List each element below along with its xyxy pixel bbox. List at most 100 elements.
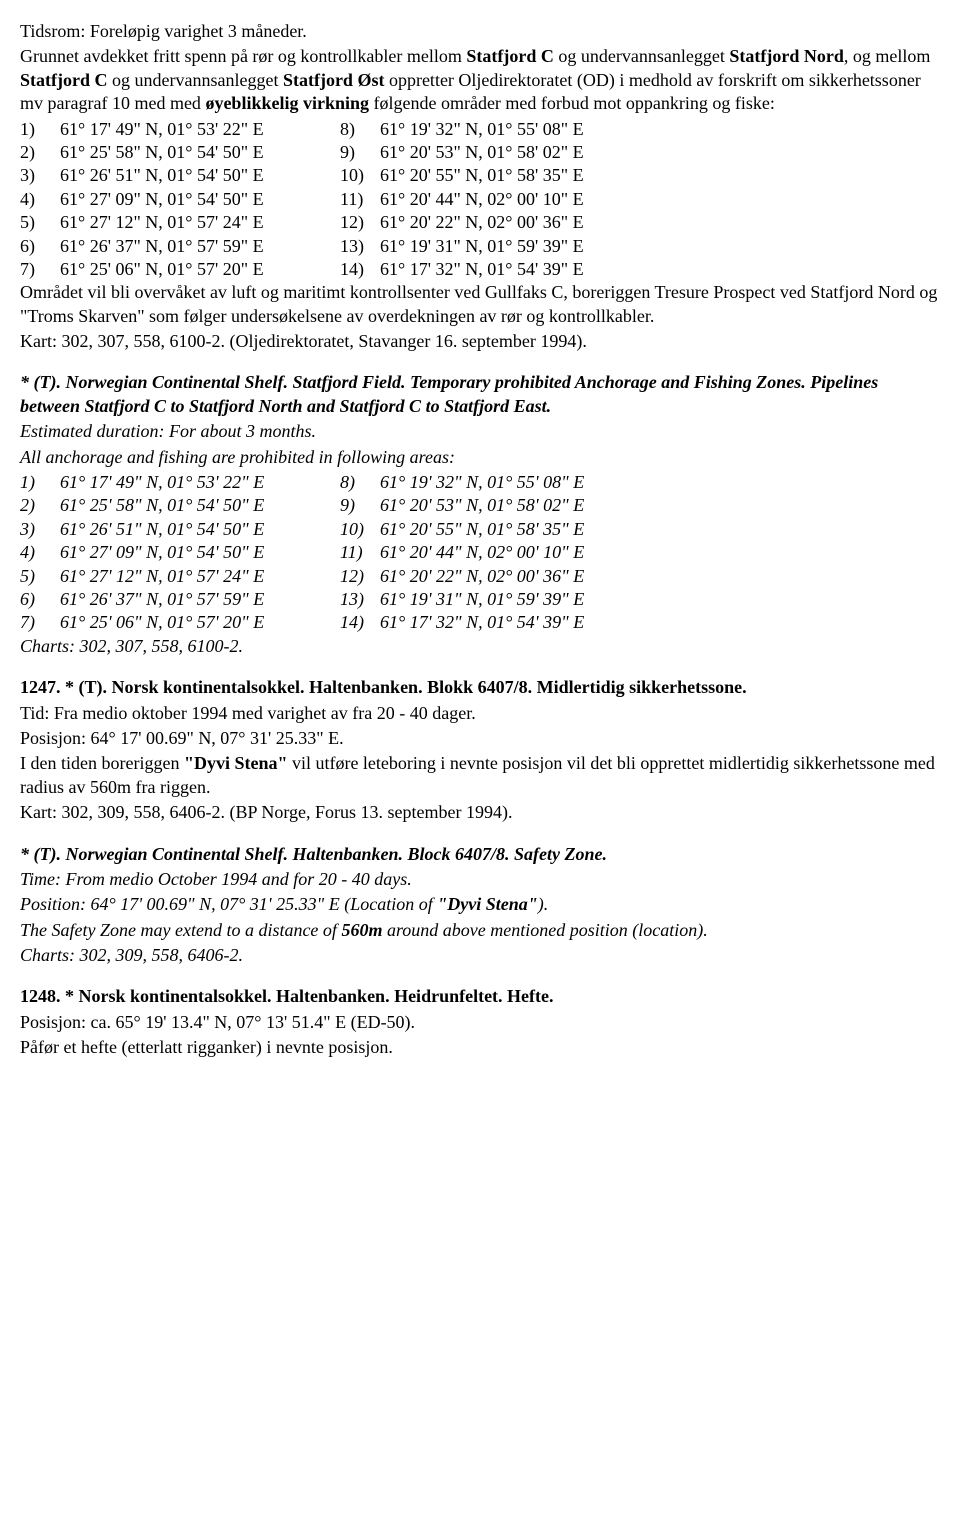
coord-index: 9)	[340, 494, 380, 517]
n1248-pafor: Påfør et hefte (etterlatt rigganker) i n…	[20, 1036, 940, 1059]
n1247-tid: Tid: Fra medio oktober 1994 med varighet…	[20, 702, 940, 725]
coord-index: 1)	[20, 471, 60, 494]
coord-index: 5)	[20, 565, 60, 588]
coord-index: 3)	[20, 164, 60, 187]
coord-value: 61° 20' 53" N, 01° 58' 02" E	[380, 141, 940, 164]
n1247-kart: Kart: 302, 309, 558, 6406-2. (BP Norge, …	[20, 801, 940, 824]
dyvi-stena-en: "Dyvi Stena"	[437, 894, 537, 914]
coord-index: 4)	[20, 188, 60, 211]
coord-index: 10)	[340, 164, 380, 187]
coord-value: 61° 17' 32" N, 01° 54' 39" E	[380, 611, 940, 634]
coord-value: 61° 25' 06" N, 01° 57' 20" E	[60, 611, 340, 634]
coord-value: 61° 27' 09" N, 01° 54' 50" E	[60, 188, 340, 211]
omradet-text: Området vil bli overvåket av luft og mar…	[20, 281, 940, 328]
coord-index: 8)	[340, 471, 380, 494]
coord-row: 7)61° 25' 06" N, 01° 57' 20" E14)61° 17'…	[20, 611, 940, 634]
tidsrom-text: Tidsrom: Foreløpig varighet 3 måneder.	[20, 20, 940, 43]
coord-row: 5)61° 27' 12" N, 01° 57' 24" E12)61° 20'…	[20, 211, 940, 234]
coord-value: 61° 17' 32" N, 01° 54' 39" E	[380, 258, 940, 281]
coord-value: 61° 20' 22" N, 02° 00' 36" E	[380, 211, 940, 234]
coord-row: 2)61° 25' 58" N, 01° 54' 50" E9)61° 20' …	[20, 141, 940, 164]
n1247-posisjon: Posisjon: 64° 17' 00.69" N, 07° 31' 25.3…	[20, 727, 940, 750]
statfjord-c: Statfjord C	[466, 46, 554, 66]
coord-row: 6)61° 26' 37" N, 01° 57' 59" E13)61° 19'…	[20, 235, 940, 258]
notice-statfjord-en: * (T). Norwegian Continental Shelf. Stat…	[20, 371, 940, 658]
coord-index: 8)	[340, 118, 380, 141]
coord-row: 1)61° 17' 49" N, 01° 53' 22" E8)61° 19' …	[20, 118, 940, 141]
coord-value: 61° 20' 22" N, 02° 00' 36" E	[380, 565, 940, 588]
charts-en: Charts: 302, 307, 558, 6100-2.	[20, 635, 940, 658]
coord-value: 61° 19' 32" N, 01° 55' 08" E	[380, 118, 940, 141]
coord-index: 2)	[20, 494, 60, 517]
coord-index: 6)	[20, 588, 60, 611]
coord-row: 5)61° 27' 12" N, 01° 57' 24" E12)61° 20'…	[20, 565, 940, 588]
statfjord-c-2: Statfjord C	[20, 70, 108, 90]
statfjord-ost: Statfjord Øst	[283, 70, 385, 90]
coord-index: 12)	[340, 211, 380, 234]
n1247-title: 1247. * (T). Norsk kontinentalsokkel. Ha…	[20, 676, 940, 699]
en-prohibited: All anchorage and fishing are prohibited…	[20, 446, 940, 469]
coord-index: 14)	[340, 258, 380, 281]
statfjord-nord: Statfjord Nord	[729, 46, 844, 66]
coord-index: 11)	[340, 541, 380, 564]
coord-value: 61° 26' 37" N, 01° 57' 59" E	[60, 235, 340, 258]
coord-index: 4)	[20, 541, 60, 564]
notice-statfjord-no: Tidsrom: Foreløpig varighet 3 måneder. G…	[20, 20, 940, 353]
en-title: * (T). Norwegian Continental Shelf. Stat…	[20, 371, 940, 418]
n1247en-safety: The Safety Zone may extend to a distance…	[20, 919, 940, 942]
coord-index: 12)	[340, 565, 380, 588]
coords-table-en: 1)61° 17' 49" N, 01° 53' 22" E8)61° 19' …	[20, 471, 940, 635]
coord-value: 61° 20' 44" N, 02° 00' 10" E	[380, 541, 940, 564]
n1248-title: 1248. * Norsk kontinentalsokkel. Haltenb…	[20, 985, 940, 1008]
coord-row: 7)61° 25' 06" N, 01° 57' 20" E14)61° 17'…	[20, 258, 940, 281]
n1247en-charts: Charts: 302, 309, 558, 6406-2.	[20, 944, 940, 967]
coord-index: 5)	[20, 211, 60, 234]
coord-index: 13)	[340, 588, 380, 611]
coord-value: 61° 26' 37" N, 01° 57' 59" E	[60, 588, 340, 611]
oyeblikkelig: øyeblikkelig virkning	[205, 93, 369, 113]
coord-index: 2)	[20, 141, 60, 164]
coord-row: 1)61° 17' 49" N, 01° 53' 22" E8)61° 19' …	[20, 471, 940, 494]
coord-value: 61° 25' 58" N, 01° 54' 50" E	[60, 494, 340, 517]
coord-row: 4)61° 27' 09" N, 01° 54' 50" E11)61° 20'…	[20, 541, 940, 564]
coord-value: 61° 17' 49" N, 01° 53' 22" E	[60, 471, 340, 494]
coord-value: 61° 17' 49" N, 01° 53' 22" E	[60, 118, 340, 141]
coord-row: 3)61° 26' 51" N, 01° 54' 50" E10)61° 20'…	[20, 164, 940, 187]
coord-index: 13)	[340, 235, 380, 258]
n1247en-title: * (T). Norwegian Continental Shelf. Halt…	[20, 843, 940, 866]
coord-value: 61° 20' 44" N, 02° 00' 10" E	[380, 188, 940, 211]
coord-index: 7)	[20, 258, 60, 281]
coord-value: 61° 19' 31" N, 01° 59' 39" E	[380, 588, 940, 611]
n1247en-position: Position: 64° 17' 00.69" N, 07° 31' 25.3…	[20, 893, 940, 916]
coord-index: 6)	[20, 235, 60, 258]
dyvi-stena: "Dyvi Stena"	[184, 753, 288, 773]
coord-value: 61° 19' 32" N, 01° 55' 08" E	[380, 471, 940, 494]
coord-value: 61° 20' 55" N, 01° 58' 35" E	[380, 164, 940, 187]
en-estimated: Estimated duration: For about 3 months.	[20, 420, 940, 443]
m560: 560m	[341, 920, 382, 940]
coord-value: 61° 26' 51" N, 01° 54' 50" E	[60, 164, 340, 187]
coord-index: 1)	[20, 118, 60, 141]
grunnet-text: Grunnet avdekket fritt spenn på rør og k…	[20, 45, 940, 115]
coords-table-no: 1)61° 17' 49" N, 01° 53' 22" E8)61° 19' …	[20, 118, 940, 282]
coord-value: 61° 27' 09" N, 01° 54' 50" E	[60, 541, 340, 564]
coord-value: 61° 20' 53" N, 01° 58' 02" E	[380, 494, 940, 517]
coord-value: 61° 20' 55" N, 01° 58' 35" E	[380, 518, 940, 541]
coord-index: 14)	[340, 611, 380, 634]
coord-value: 61° 27' 12" N, 01° 57' 24" E	[60, 565, 340, 588]
coord-value: 61° 26' 51" N, 01° 54' 50" E	[60, 518, 340, 541]
coord-index: 11)	[340, 188, 380, 211]
coord-row: 6)61° 26' 37" N, 01° 57' 59" E13)61° 19'…	[20, 588, 940, 611]
coord-value: 61° 19' 31" N, 01° 59' 39" E	[380, 235, 940, 258]
coord-row: 3)61° 26' 51" N, 01° 54' 50" E10)61° 20'…	[20, 518, 940, 541]
coord-value: 61° 27' 12" N, 01° 57' 24" E	[60, 211, 340, 234]
n1247en-time: Time: From medio October 1994 and for 20…	[20, 868, 940, 891]
coord-index: 9)	[340, 141, 380, 164]
notice-1247-en: * (T). Norwegian Continental Shelf. Halt…	[20, 843, 940, 968]
coord-index: 10)	[340, 518, 380, 541]
n1248-posisjon: Posisjon: ca. 65° 19' 13.4" N, 07° 13' 5…	[20, 1011, 940, 1034]
kart-text: Kart: 302, 307, 558, 6100-2. (Oljedirekt…	[20, 330, 940, 353]
coord-index: 3)	[20, 518, 60, 541]
notice-1247-no: 1247. * (T). Norsk kontinentalsokkel. Ha…	[20, 676, 940, 824]
n1247-iden: I den tiden boreriggen "Dyvi Stena" vil …	[20, 752, 940, 799]
